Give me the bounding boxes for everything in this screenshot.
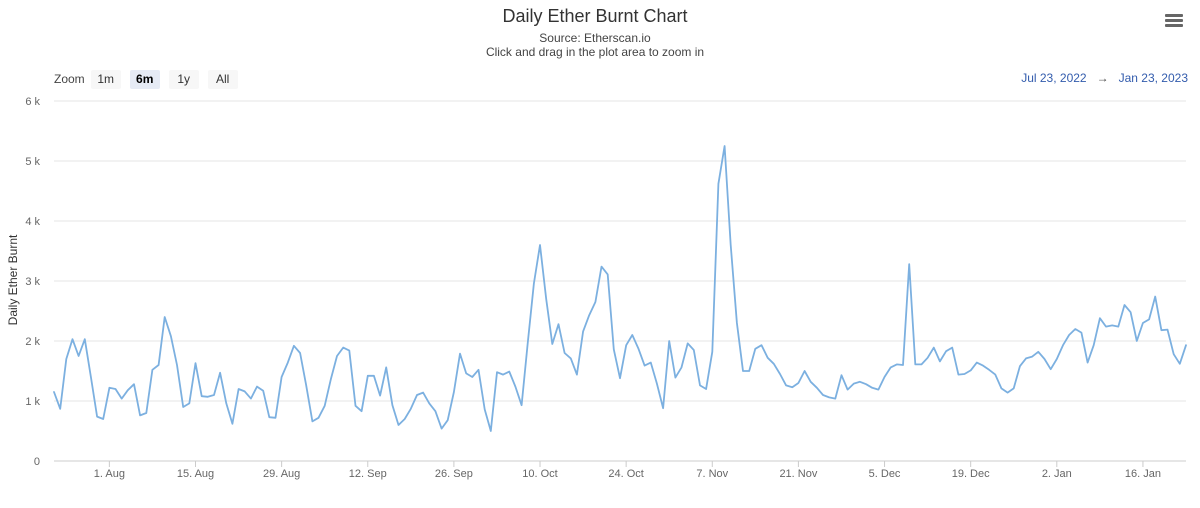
- x-tick-label: 2. Jan: [1042, 468, 1072, 480]
- range-to-date[interactable]: Jan 23, 2023: [1118, 71, 1188, 85]
- zoom-label: Zoom: [54, 72, 85, 86]
- menu-bar: [1165, 19, 1183, 22]
- series-daily-ether-burnt: [53, 145, 1187, 432]
- x-tick-label: 10. Oct: [522, 468, 557, 480]
- chart-source: Source: Etherscan.io: [539, 31, 651, 45]
- y-tick-label: 1 k: [25, 396, 40, 408]
- x-tick-label: 19. Dec: [952, 468, 990, 480]
- zoom-selector: Zoom 1m 6m 1y All: [54, 69, 247, 89]
- grid-lines: [54, 100, 1186, 462]
- y-tick-label: 4 k: [25, 216, 40, 228]
- y-tick-label: 5 k: [25, 156, 40, 168]
- x-tick-label: 16. Jan: [1125, 468, 1161, 480]
- y-axis: 0 1 k 2 k 3 k 4 k 5 k 6 k: [25, 96, 40, 468]
- chart-title: Daily Ether Burnt Chart: [502, 6, 688, 26]
- zoom-button-all[interactable]: All: [207, 69, 238, 89]
- hamburger-menu-icon[interactable]: [1162, 12, 1186, 32]
- menu-bar: [1165, 14, 1183, 17]
- chart-zoom-hint: Click and drag in the plot area to zoom …: [485, 45, 705, 59]
- zoom-button-1y[interactable]: 1y: [168, 69, 199, 89]
- x-tick-label: 1. Aug: [94, 468, 125, 480]
- y-axis-title: Daily Ether Burnt: [6, 234, 20, 325]
- y-tick-label: 2 k: [25, 336, 40, 348]
- x-tick-label: 12. Sep: [349, 468, 387, 480]
- x-tick-label: 15. Aug: [177, 468, 214, 480]
- x-tick-label: 21. Nov: [779, 468, 817, 480]
- zoom-button-1m[interactable]: 1m: [90, 69, 121, 89]
- range-arrow-icon: →: [1096, 71, 1109, 85]
- x-tick-label: 5. Dec: [869, 468, 901, 480]
- range-from-date[interactable]: Jul 23, 2022: [1021, 71, 1087, 85]
- y-tick-label: 0: [34, 456, 40, 468]
- date-range-display: Jul 23, 2022 → Jan 23, 2023: [1021, 71, 1188, 85]
- x-tick-label: 7. Nov: [696, 468, 728, 480]
- series-line: [53, 145, 1187, 432]
- x-axis: 1. Aug 15. Aug 29. Aug 12. Sep 26. Sep 10. Oc…: [94, 461, 1161, 480]
- x-tick-label: 26. Sep: [435, 468, 473, 480]
- y-tick-label: 6 k: [25, 96, 40, 108]
- x-tick-label: 24. Oct: [608, 468, 643, 480]
- menu-bar: [1165, 24, 1183, 27]
- y-tick-label: 3 k: [25, 276, 40, 288]
- zoom-button-6m[interactable]: 6m: [129, 69, 160, 89]
- x-tick-label: 29. Aug: [263, 468, 300, 480]
